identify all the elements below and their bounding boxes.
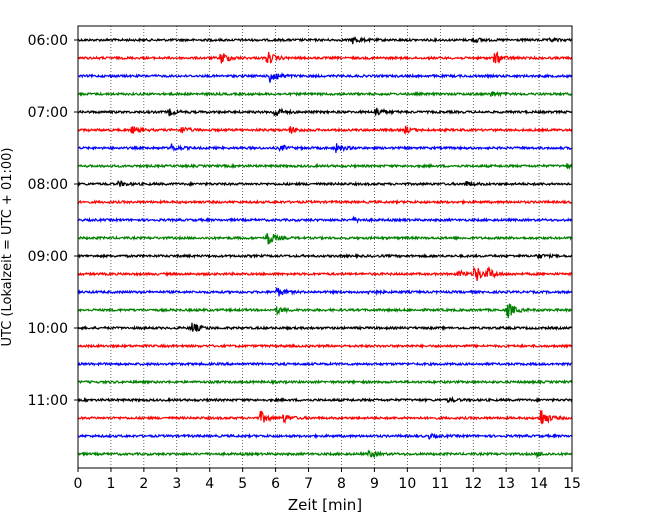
trace-11:30 — [77, 432, 573, 440]
trace-08:15 — [77, 198, 572, 206]
trace-10:15 — [77, 343, 573, 350]
trace-11:15 — [77, 410, 573, 425]
x-tick-label: 7 — [304, 476, 313, 492]
trace-10:45 — [77, 378, 573, 386]
x-tick-label: 4 — [205, 476, 214, 492]
trace-09:15 — [77, 265, 573, 282]
y-tick-label: 10:00 — [28, 321, 68, 337]
seismic-traces — [77, 36, 573, 459]
trace-10:30 — [77, 361, 572, 367]
x-axis-ticks: 0 1 2 3 4 5 6 7 8 9 10 11 12 13 14 15 — [74, 468, 581, 492]
x-tick-label: 13 — [497, 476, 515, 492]
x-tick-label: 12 — [464, 476, 482, 492]
x-tick-label: 15 — [563, 476, 581, 492]
x-grid — [110, 26, 540, 468]
trace-09:30 — [77, 287, 573, 297]
x-tick-label: 14 — [530, 476, 548, 492]
trace-06:30 — [77, 71, 573, 83]
trace-08:45 — [77, 233, 572, 245]
x-tick-label: 3 — [172, 476, 181, 492]
x-tick-label: 10 — [398, 476, 416, 492]
trace-06:15 — [77, 51, 573, 65]
x-tick-label: 2 — [139, 476, 148, 492]
trace-11:45 — [77, 449, 572, 459]
y-axis-ticks: 06:00 07:00 08:00 09:00 10:00 11:00 — [28, 33, 78, 409]
x-tick-label: 1 — [106, 476, 115, 492]
y-tick-label: 06:00 — [28, 33, 68, 49]
trace-10:00 — [77, 322, 573, 332]
trace-08:30 — [77, 215, 573, 225]
trace-09:45 — [77, 303, 573, 319]
x-axis-label: Zeit [min] — [288, 496, 362, 514]
y-tick-label: 11:00 — [28, 393, 68, 409]
y-tick-label: 08:00 — [28, 177, 68, 193]
trace-06:45 — [77, 90, 573, 98]
trace-08:00 — [77, 179, 572, 188]
x-tick-label: 5 — [238, 476, 247, 492]
plot-frame — [77, 25, 573, 469]
y-tick-label: 09:00 — [28, 249, 68, 265]
x-tick-label: 11 — [431, 476, 449, 492]
x-tick-label: 0 — [74, 476, 83, 492]
trace-11:00 — [77, 395, 573, 404]
trace-07:15 — [77, 125, 573, 136]
x-tick-label: 8 — [337, 476, 346, 492]
x-tick-label: 9 — [370, 476, 379, 492]
trace-07:00 — [77, 107, 573, 117]
x-tick-label: 6 — [271, 476, 280, 492]
trace-07:45 — [77, 162, 573, 170]
trace-07:30 — [77, 143, 572, 153]
y-tick-label: 07:00 — [28, 105, 68, 121]
trace-09:00 — [77, 252, 573, 260]
y-axis-label: UTC (Lokalzeit = UTC + 01:00) — [0, 148, 15, 347]
trace-06:00 — [77, 36, 573, 45]
